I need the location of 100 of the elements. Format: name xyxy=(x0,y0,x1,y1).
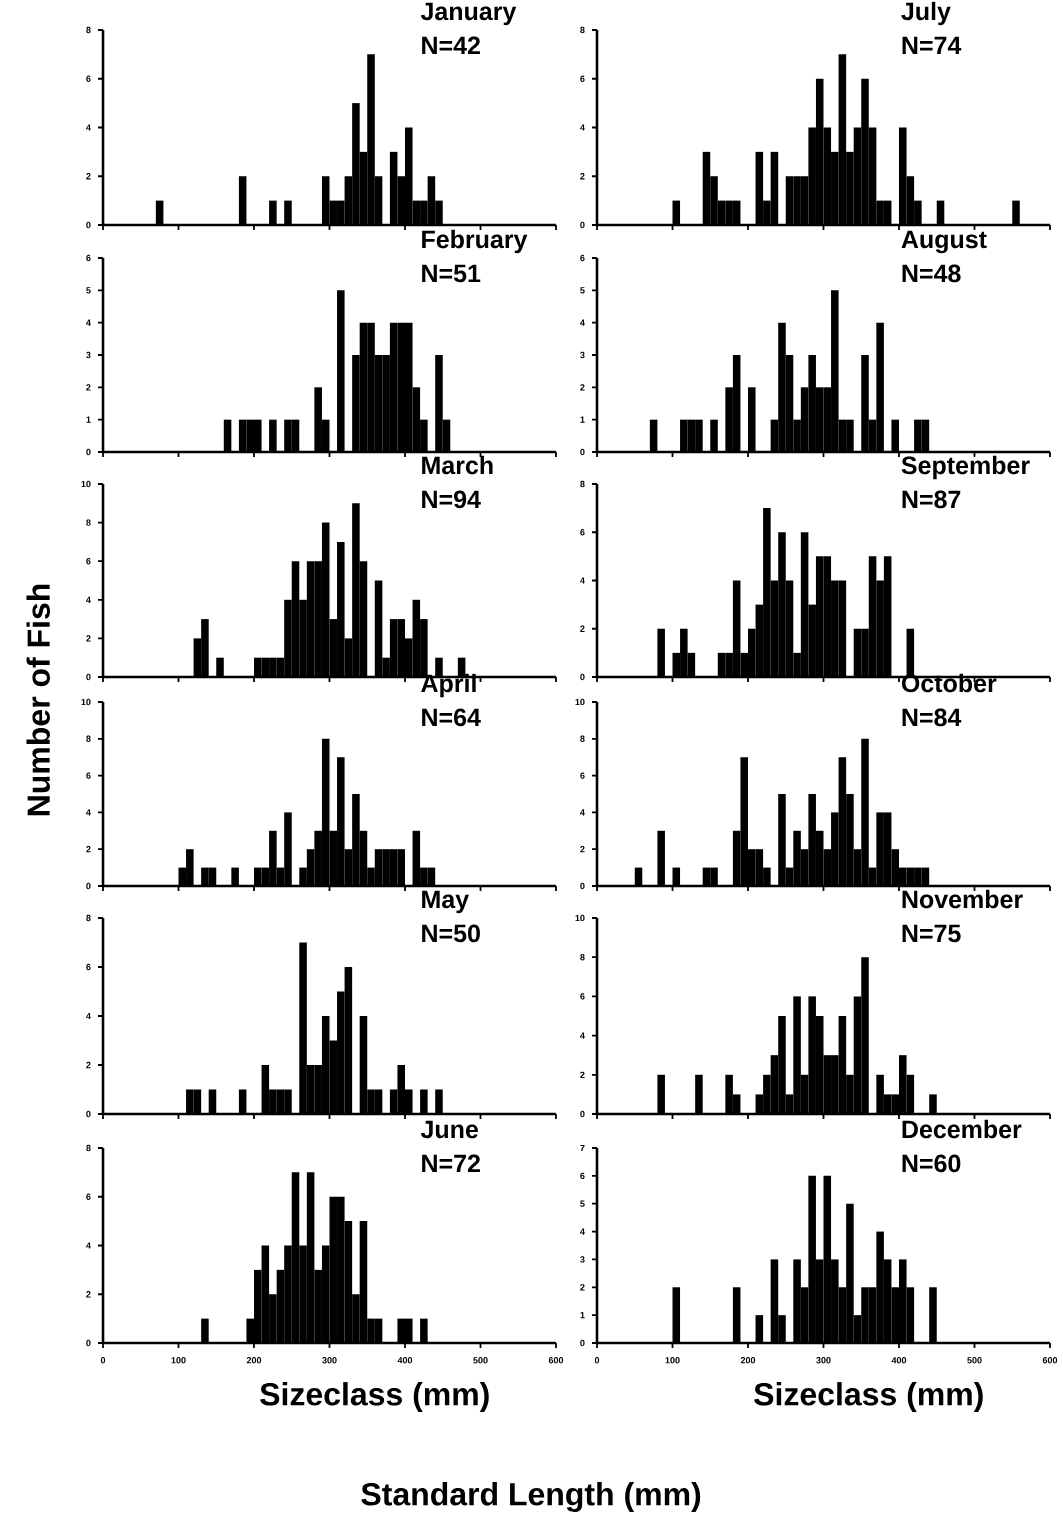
y-tick-label: 1 xyxy=(86,416,91,423)
y-tick-label: 10 xyxy=(575,698,585,706)
y-tick-label: 2 xyxy=(86,384,91,391)
y-tick-label: 4 xyxy=(86,124,91,131)
x-tick-label: 400 xyxy=(891,1357,907,1364)
y-tick-label: 4 xyxy=(580,809,585,816)
chart-subtitle: N=84 xyxy=(902,708,962,727)
y-tick-label: 6 xyxy=(580,772,585,779)
y-tick-label: 6 xyxy=(580,75,585,82)
y-tick-label: 2 xyxy=(580,173,585,180)
y-tick-label: 6 xyxy=(86,772,91,779)
y-tick-label: 2 xyxy=(86,846,91,853)
y-tick-label: 2 xyxy=(580,384,585,391)
y-tick-label: 6 xyxy=(86,963,91,971)
chart-title: February xyxy=(422,229,528,254)
y-tick-label: 8 xyxy=(580,954,585,961)
y-tick-label: 6 xyxy=(86,1193,91,1200)
x-tick-label: 100 xyxy=(171,1357,186,1364)
y-tick-label: 2 xyxy=(86,173,91,180)
chart-subtitle: N=74 xyxy=(902,36,962,54)
x-axis-title: Sizeclass (mm) xyxy=(754,1382,983,1412)
text: Standard Length (mm) xyxy=(361,1482,701,1513)
y-tick-label: 1 xyxy=(580,416,585,423)
x-tick-label: 200 xyxy=(246,1357,262,1364)
y-tick-label: 1 xyxy=(580,1312,585,1319)
x-tick-label: 0 xyxy=(100,1357,106,1364)
y-tick-label: 6 xyxy=(580,993,585,1000)
y-tick-label: 0 xyxy=(86,673,91,681)
y-tick-label: 0 xyxy=(580,673,585,681)
y-tick-label: 2 xyxy=(580,1071,585,1078)
y-tick-label: 0 xyxy=(86,882,91,890)
y-tick-label: 8 xyxy=(86,26,91,34)
y-tick-label: 7 xyxy=(580,1144,585,1152)
y-tick-label: 4 xyxy=(580,577,585,584)
chart-subtitle: N=87 xyxy=(902,490,961,509)
y-tick-label: 0 xyxy=(86,221,91,229)
chart-title: September xyxy=(901,455,1030,480)
y-tick-label: 4 xyxy=(86,809,91,816)
y-tick-label: 8 xyxy=(580,26,585,34)
x-tick-label: 600 xyxy=(548,1357,564,1364)
y-tick-label: 5 xyxy=(580,1200,585,1207)
x-axis-title: Sizeclass (mm) xyxy=(260,1382,489,1412)
chart-title: April xyxy=(421,673,476,698)
y-tick-label: 8 xyxy=(580,480,585,488)
y-tick-label: 10 xyxy=(575,914,585,922)
y-tick-label: 0 xyxy=(580,1339,585,1347)
y-tick-label: 6 xyxy=(580,529,585,536)
y-tick-label: 0 xyxy=(580,221,585,229)
x-tick-label: 500 xyxy=(473,1357,488,1364)
chart-subtitle: N=60 xyxy=(902,1154,961,1173)
y-tick-label: 2 xyxy=(580,625,585,632)
y-tick-label: 2 xyxy=(86,635,91,642)
chart-title: June xyxy=(420,1120,478,1139)
chart-title: December xyxy=(902,1119,1022,1139)
y-tick-label: 4 xyxy=(580,319,585,326)
y-tick-label: 10 xyxy=(81,698,91,706)
y-tick-label: 3 xyxy=(580,1256,585,1263)
y-tick-label: 6 xyxy=(580,1172,585,1180)
y-tick-label: 3 xyxy=(86,351,91,359)
chart-subtitle: N=48 xyxy=(902,264,961,283)
chart-subtitle: N=51 xyxy=(422,264,481,283)
y-tick-label: 4 xyxy=(86,319,91,326)
x-tick-label: 500 xyxy=(967,1357,982,1364)
y-tick-label: 0 xyxy=(86,1110,91,1118)
chart-subtitle: N=64 xyxy=(422,708,481,727)
y-tick-label: 0 xyxy=(580,882,585,890)
y-tick-label: 4 xyxy=(86,1242,91,1249)
x-tick-label: 600 xyxy=(1042,1357,1058,1364)
chart-subtitle: N=94 xyxy=(422,490,481,509)
y-tick-label: 0 xyxy=(580,1110,585,1118)
y-tick-label: 8 xyxy=(86,1144,91,1152)
y-tick-label: 8 xyxy=(86,519,91,526)
chart-title: November xyxy=(902,889,1023,909)
chart-title: January xyxy=(420,2,517,26)
y-tick-label: 4 xyxy=(86,1012,91,1020)
y-tick-label: 10 xyxy=(81,480,91,488)
y-tick-label: 0 xyxy=(580,448,585,456)
y-tick-label: 0 xyxy=(86,1339,91,1347)
y-tick-label: 2 xyxy=(580,1284,585,1291)
y-tick-label: 6 xyxy=(86,75,91,82)
chart-subtitle: N=75 xyxy=(902,924,961,943)
y-tick-label: 6 xyxy=(86,558,91,565)
y-tick-label: 8 xyxy=(86,914,91,922)
x-tick-label: 100 xyxy=(665,1357,680,1364)
y-tick-label: 8 xyxy=(86,735,91,742)
chart-subtitle: N=42 xyxy=(422,36,480,54)
y-axis-title: Number of Fish xyxy=(26,584,50,816)
y-tick-label: 4 xyxy=(580,1032,585,1039)
x-tick-label: 400 xyxy=(397,1357,413,1364)
y-tick-label: 5 xyxy=(580,287,585,294)
y-tick-label: 8 xyxy=(580,735,585,742)
y-tick-label: 2 xyxy=(86,1291,91,1298)
y-tick-label: 2 xyxy=(86,1061,91,1069)
chart-title: July xyxy=(901,1,951,26)
chart-subtitle: N=72 xyxy=(422,1154,480,1172)
chart-title: August xyxy=(901,230,987,254)
y-tick-label: 6 xyxy=(580,254,585,262)
x-tick-label: 0 xyxy=(594,1357,600,1364)
x-tick-label: 300 xyxy=(322,1357,337,1364)
chart-subtitle: N=50 xyxy=(422,924,480,943)
